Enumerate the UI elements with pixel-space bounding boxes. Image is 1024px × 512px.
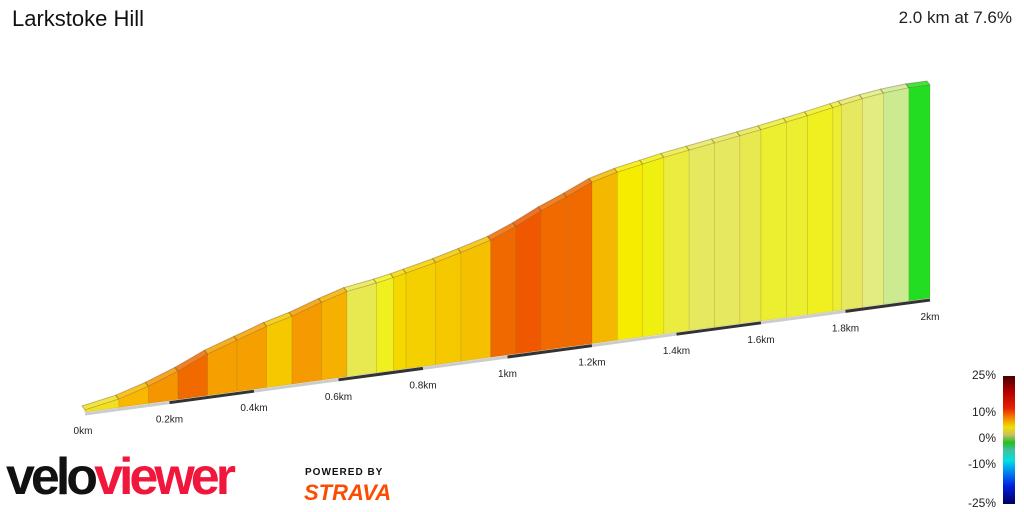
powered-by-label: POWERED BY <box>305 467 384 478</box>
legend-label-neg10: -10% <box>967 457 996 471</box>
gradient-segment <box>291 302 322 385</box>
distance-scale-bar <box>422 355 508 370</box>
gradient-segment <box>435 252 462 366</box>
gradient-segment <box>663 149 690 335</box>
gradient-segment <box>346 282 377 378</box>
x-tick-label: 1.6km <box>747 335 774 346</box>
veloviewer-logo: veloviewer <box>6 448 236 506</box>
x-tick-label: 0.8km <box>409 380 436 391</box>
x-tick-label: 0.4km <box>240 403 267 414</box>
gradient-segment <box>760 121 787 322</box>
legend-label-25: 25% <box>971 368 996 382</box>
gradient-segment <box>376 277 394 374</box>
x-tick-label: 1.2km <box>578 358 605 369</box>
gradient-segment <box>266 315 293 388</box>
gradient-segment <box>321 291 348 381</box>
distance-scale-bar <box>253 378 339 393</box>
x-tick-label: 2km <box>921 312 940 323</box>
legend-label-neg25: -25% <box>967 496 996 510</box>
gradient-segment <box>566 181 593 348</box>
page-title: Larkstoke Hill <box>12 6 145 31</box>
x-tick-label: 0km <box>74 426 93 437</box>
legend-label-10: 10% <box>971 405 996 419</box>
legend-label-0: 0% <box>978 431 996 445</box>
distance-scale-bar <box>169 389 255 405</box>
gradient-segment <box>515 210 542 355</box>
gradient-segment <box>591 171 618 344</box>
gradient-color-scale <box>1003 376 1015 504</box>
gradient-segment <box>405 262 436 370</box>
gradient-segment <box>807 107 834 315</box>
distance-scale-bar <box>591 332 677 348</box>
gradient-segment <box>908 84 931 302</box>
gradient-segment <box>832 104 842 312</box>
gradient-segment <box>786 115 808 318</box>
gradient-segment <box>460 239 491 362</box>
gradient-segment <box>739 129 762 324</box>
distance-scale-bar <box>507 344 593 359</box>
gradient-segment <box>617 163 644 341</box>
distance-scale-bar <box>676 321 762 336</box>
climb-summary: 2.0 km at 7.6% <box>898 8 1012 27</box>
distance-scale-bar <box>760 309 846 325</box>
gradient-segment <box>862 92 884 308</box>
gradient-segment <box>714 135 741 328</box>
x-tick-label: 1km <box>498 369 517 380</box>
gradient-segment <box>393 272 407 371</box>
distance-scale-bar <box>845 298 931 313</box>
x-tick-label: 0.6km <box>325 392 352 403</box>
strava-logo: STRAVA <box>304 480 392 505</box>
gradient-segment <box>642 157 665 338</box>
gradient-segment <box>688 142 715 331</box>
x-tick-label: 1.4km <box>663 346 690 357</box>
distance-scale-bar <box>84 401 170 416</box>
x-tick-label: 0.2km <box>156 415 183 426</box>
gradient-segment <box>540 196 567 351</box>
gradient-segment <box>490 226 517 358</box>
gradient-segment <box>840 98 863 311</box>
x-tick-label: 1.8km <box>832 323 859 334</box>
gradient-segment <box>883 87 910 305</box>
distance-scale-bar <box>338 366 424 382</box>
